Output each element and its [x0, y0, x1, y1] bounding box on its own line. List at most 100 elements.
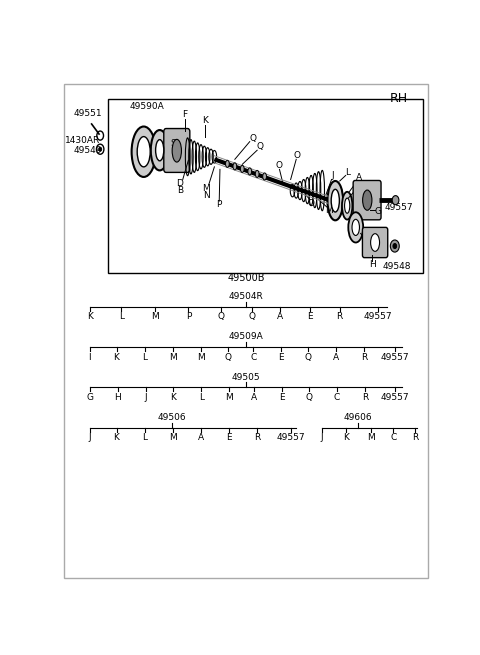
Text: R: R — [336, 312, 343, 321]
Text: Q: Q — [257, 142, 264, 151]
Text: 49590A: 49590A — [130, 102, 165, 111]
Ellipse shape — [156, 140, 164, 161]
Circle shape — [99, 147, 102, 151]
Text: A: A — [198, 433, 204, 442]
Ellipse shape — [132, 126, 156, 177]
Text: P: P — [186, 312, 191, 321]
Text: G: G — [86, 393, 93, 402]
Text: H: H — [369, 259, 376, 269]
FancyBboxPatch shape — [164, 128, 190, 172]
Ellipse shape — [327, 181, 343, 220]
Text: E: E — [363, 236, 369, 246]
Text: R: R — [362, 393, 368, 402]
Text: 49557: 49557 — [381, 352, 409, 362]
Text: 49505: 49505 — [232, 373, 260, 382]
Ellipse shape — [233, 163, 237, 170]
Text: M: M — [169, 352, 177, 362]
Text: M: M — [197, 352, 204, 362]
Text: P: P — [216, 200, 222, 209]
Ellipse shape — [362, 190, 372, 210]
Text: D: D — [176, 179, 183, 187]
Ellipse shape — [331, 189, 339, 212]
Text: RH: RH — [389, 92, 408, 105]
Text: N: N — [203, 191, 210, 200]
Text: E: E — [279, 393, 285, 402]
Ellipse shape — [172, 140, 181, 162]
Ellipse shape — [263, 173, 266, 180]
Circle shape — [393, 244, 396, 248]
Text: L: L — [199, 393, 204, 402]
Text: J: J — [144, 393, 147, 402]
Text: K: K — [170, 393, 176, 402]
Text: M: M — [226, 393, 233, 402]
Text: L: L — [119, 312, 124, 321]
Text: 49557: 49557 — [381, 393, 409, 402]
Text: R: R — [254, 433, 260, 442]
Text: 49548: 49548 — [383, 262, 411, 271]
Text: I: I — [88, 352, 91, 362]
Ellipse shape — [137, 137, 150, 167]
Text: 49557: 49557 — [384, 202, 413, 212]
Text: J: J — [88, 433, 91, 442]
Ellipse shape — [240, 165, 244, 172]
Text: Q: Q — [225, 352, 232, 362]
Text: K: K — [114, 433, 120, 442]
Text: J: J — [321, 433, 324, 442]
Text: O: O — [308, 198, 314, 208]
Text: E: E — [307, 312, 313, 321]
Ellipse shape — [345, 198, 350, 214]
Ellipse shape — [342, 192, 352, 219]
Text: M: M — [324, 206, 333, 215]
Circle shape — [392, 196, 399, 204]
Text: L: L — [142, 433, 147, 442]
Text: C: C — [390, 433, 396, 442]
Text: A: A — [277, 312, 283, 321]
Text: 49606: 49606 — [343, 413, 372, 422]
Text: H: H — [114, 393, 121, 402]
Text: 49551: 49551 — [73, 109, 102, 119]
Text: 49509A: 49509A — [228, 332, 264, 341]
Text: O: O — [275, 161, 282, 170]
Text: B: B — [177, 186, 183, 195]
Text: K: K — [343, 433, 348, 442]
Text: 49549: 49549 — [73, 145, 102, 155]
Ellipse shape — [248, 168, 252, 175]
Text: G: G — [374, 207, 382, 215]
Text: F: F — [182, 111, 187, 119]
Text: A: A — [251, 393, 257, 402]
FancyBboxPatch shape — [353, 181, 381, 220]
Text: M: M — [169, 433, 177, 442]
Text: L: L — [142, 352, 147, 362]
Text: R: R — [361, 352, 367, 362]
Text: K: K — [87, 312, 93, 321]
Text: K: K — [114, 352, 120, 362]
Text: Q: Q — [249, 134, 256, 143]
Text: Q: Q — [306, 393, 313, 402]
Text: R: R — [353, 184, 359, 193]
Text: 49557: 49557 — [364, 312, 392, 321]
Text: K: K — [202, 117, 208, 126]
Ellipse shape — [348, 212, 363, 242]
Ellipse shape — [151, 130, 168, 170]
Text: S: S — [170, 139, 176, 147]
Text: 49504R: 49504R — [228, 292, 264, 301]
Text: E: E — [278, 352, 284, 362]
Circle shape — [390, 240, 399, 252]
Ellipse shape — [371, 234, 380, 252]
Text: O: O — [294, 151, 301, 160]
Bar — [108, 99, 423, 272]
Text: C: C — [250, 352, 257, 362]
Text: M: M — [367, 433, 375, 442]
Text: 1430AR: 1430AR — [65, 136, 100, 145]
Text: M: M — [151, 312, 159, 321]
Text: E: E — [227, 433, 232, 442]
Text: J: J — [331, 171, 334, 180]
Text: Q: Q — [217, 312, 224, 321]
Ellipse shape — [226, 160, 229, 168]
Text: L: L — [345, 168, 350, 177]
Text: R: R — [412, 433, 419, 442]
Ellipse shape — [352, 219, 360, 235]
Text: 49557: 49557 — [276, 433, 305, 442]
Text: 49506: 49506 — [157, 413, 186, 422]
Text: C: C — [334, 393, 340, 402]
